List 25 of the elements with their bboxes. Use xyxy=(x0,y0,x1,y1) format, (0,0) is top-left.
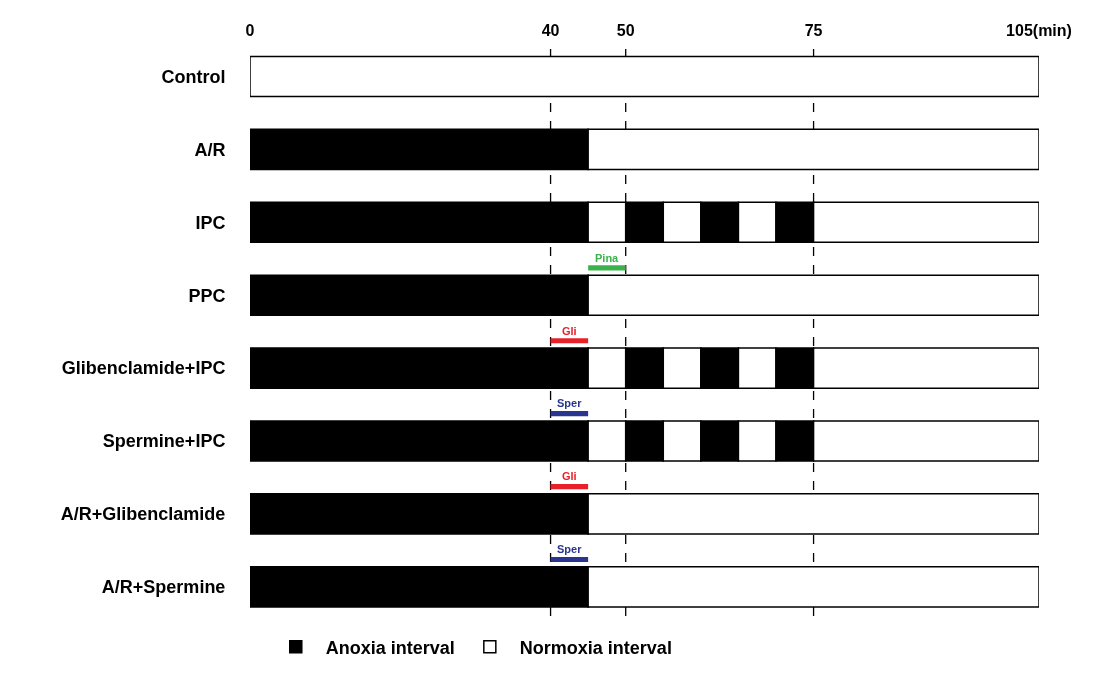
bar xyxy=(550,411,589,417)
y-tick-label: A/R+Spermine xyxy=(101,577,226,598)
bar xyxy=(550,556,589,563)
y-tick-label: IPC xyxy=(195,212,226,233)
data-label: Sper xyxy=(557,397,583,409)
x-tick-label: 40 xyxy=(541,21,560,39)
y-tick-label: Control xyxy=(161,66,226,87)
x-tick-label: 105(min) xyxy=(1006,21,1072,39)
y-tick-label: A/R xyxy=(194,139,226,160)
y-tick-label: Spermine+IPC xyxy=(102,431,226,452)
bar xyxy=(550,484,589,490)
bar xyxy=(550,338,589,344)
x-tick-label: 0 xyxy=(245,21,255,39)
x-tick-label: 50 xyxy=(616,21,635,39)
y-tick-label: PPC xyxy=(188,285,226,306)
bar xyxy=(588,265,626,271)
data-label: Gli xyxy=(562,325,577,337)
legend-label: Normoxia interval xyxy=(519,637,672,658)
x-tick-label: 75 xyxy=(804,21,823,39)
y-tick-label: A/R+Glibenclamide xyxy=(60,504,226,525)
data-label: Pina xyxy=(595,252,620,264)
data-label: Gli xyxy=(562,470,577,482)
legend-label: Anoxia interval xyxy=(325,637,455,658)
data-label: Sper xyxy=(557,543,583,555)
y-tick-label: Glibenclamide+IPC xyxy=(61,358,226,379)
